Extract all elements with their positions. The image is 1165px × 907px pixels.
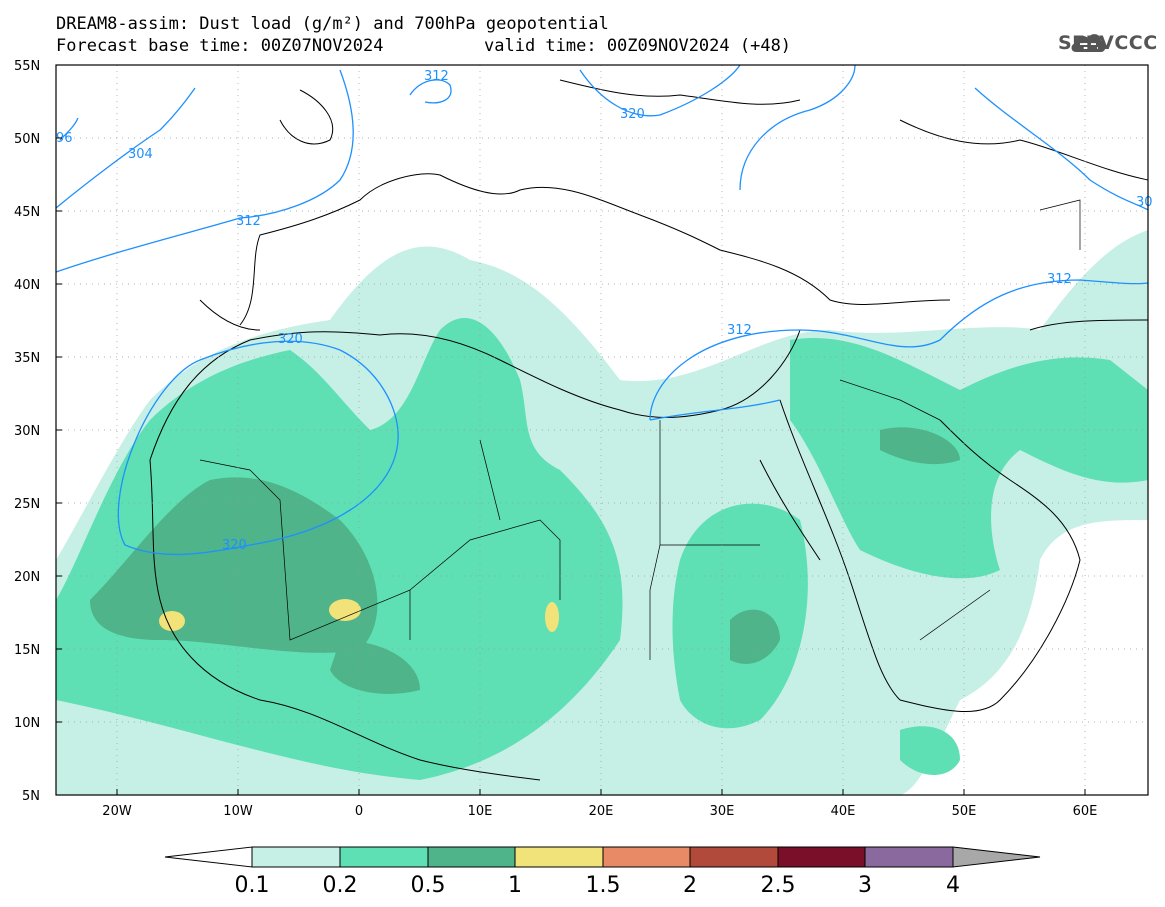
logo-text: SEEVCCC	[1058, 32, 1158, 54]
lat-label: 30N	[14, 424, 40, 439]
geopotential-contours	[55, 64, 1149, 556]
contour-label: 96	[56, 131, 73, 146]
contour-labels: 312 320 304 96 312 320 312 312 30 320	[56, 69, 1153, 553]
latitude-labels: 55N 50N 45N 40N 35N 30N 25N 20N 15N 10N …	[14, 59, 40, 804]
colorbar-label: 0.2	[323, 873, 358, 898]
map-title: DREAM8-assim: Dust load (g/m²) and 700hP…	[56, 14, 609, 34]
colorbar-label: 2	[683, 873, 697, 898]
colorbar-label: 0.5	[411, 873, 446, 898]
contour-label: 320	[222, 538, 247, 553]
contour-label: 320	[278, 332, 303, 347]
lat-label: 40N	[14, 278, 40, 293]
colorbar-label: 1.5	[586, 873, 621, 898]
lat-label: 25N	[14, 497, 40, 512]
lat-label: 5N	[22, 789, 40, 804]
colorbar-swatch	[427, 846, 516, 868]
borders	[199, 199, 1081, 660]
colorbar-swatch	[602, 846, 691, 868]
lat-label: 45N	[14, 205, 40, 220]
colorbar-swatch	[777, 846, 866, 868]
colorbar-swatch	[864, 846, 954, 868]
lon-label: 60E	[1073, 804, 1098, 819]
contour-label: 320	[620, 107, 645, 122]
valid-time: valid time: 00Z09NOV2024 (+48)	[484, 36, 792, 56]
colorbar-label: 4	[946, 873, 960, 898]
colorbar-high-arrow	[952, 846, 1041, 868]
colorbar-label: 2.5	[761, 873, 796, 898]
colorbar-label: 1	[508, 873, 522, 898]
lon-label: 50E	[952, 804, 977, 819]
lon-label: 0	[355, 804, 363, 819]
contour-label: 312	[424, 69, 449, 84]
lat-label: 50N	[14, 132, 40, 147]
dust-field-dark	[90, 427, 960, 694]
grid-lines	[56, 65, 1148, 795]
contour-label: 312	[236, 214, 261, 229]
contour-label: 312	[1047, 272, 1072, 287]
forecast-base-time: Forecast base time: 00Z07NOV2024	[56, 36, 384, 56]
colorbar	[164, 846, 1041, 868]
colorbar-label: 0.1	[235, 873, 270, 898]
contour-label: 312	[727, 323, 752, 338]
lat-label: 10N	[14, 716, 40, 731]
lon-label: 30E	[710, 804, 735, 819]
colorbar-swatch	[689, 846, 779, 868]
colorbar-label: 3	[858, 873, 872, 898]
longitude-labels: 20W 10W 0 10E 20E 30E 40E 50E 60E	[102, 804, 1097, 819]
lon-label: 20E	[589, 804, 614, 819]
lat-label: 35N	[14, 351, 40, 366]
axis-ticks	[56, 64, 1086, 795]
lat-label: 15N	[14, 643, 40, 658]
contour-label: 304	[128, 147, 153, 162]
contour-label: 30	[1136, 195, 1153, 210]
lat-label: 55N	[14, 59, 40, 74]
colorbar-swatch	[339, 846, 429, 868]
colorbar-low-arrow	[164, 846, 253, 868]
lat-label: 20N	[14, 570, 40, 585]
colorbar-labels: 0.1 0.2 0.5 1 1.5 2 2.5 3 4	[235, 873, 961, 898]
dust-field-hotspots	[159, 599, 559, 632]
cloud-logo-icon	[1071, 34, 1106, 52]
lon-label: 10E	[468, 804, 493, 819]
colorbar-swatch	[251, 846, 341, 868]
colorbar-swatch	[514, 846, 604, 868]
lon-label: 20W	[102, 804, 132, 819]
lon-label: 40E	[831, 804, 856, 819]
lon-label: 10W	[223, 804, 253, 819]
